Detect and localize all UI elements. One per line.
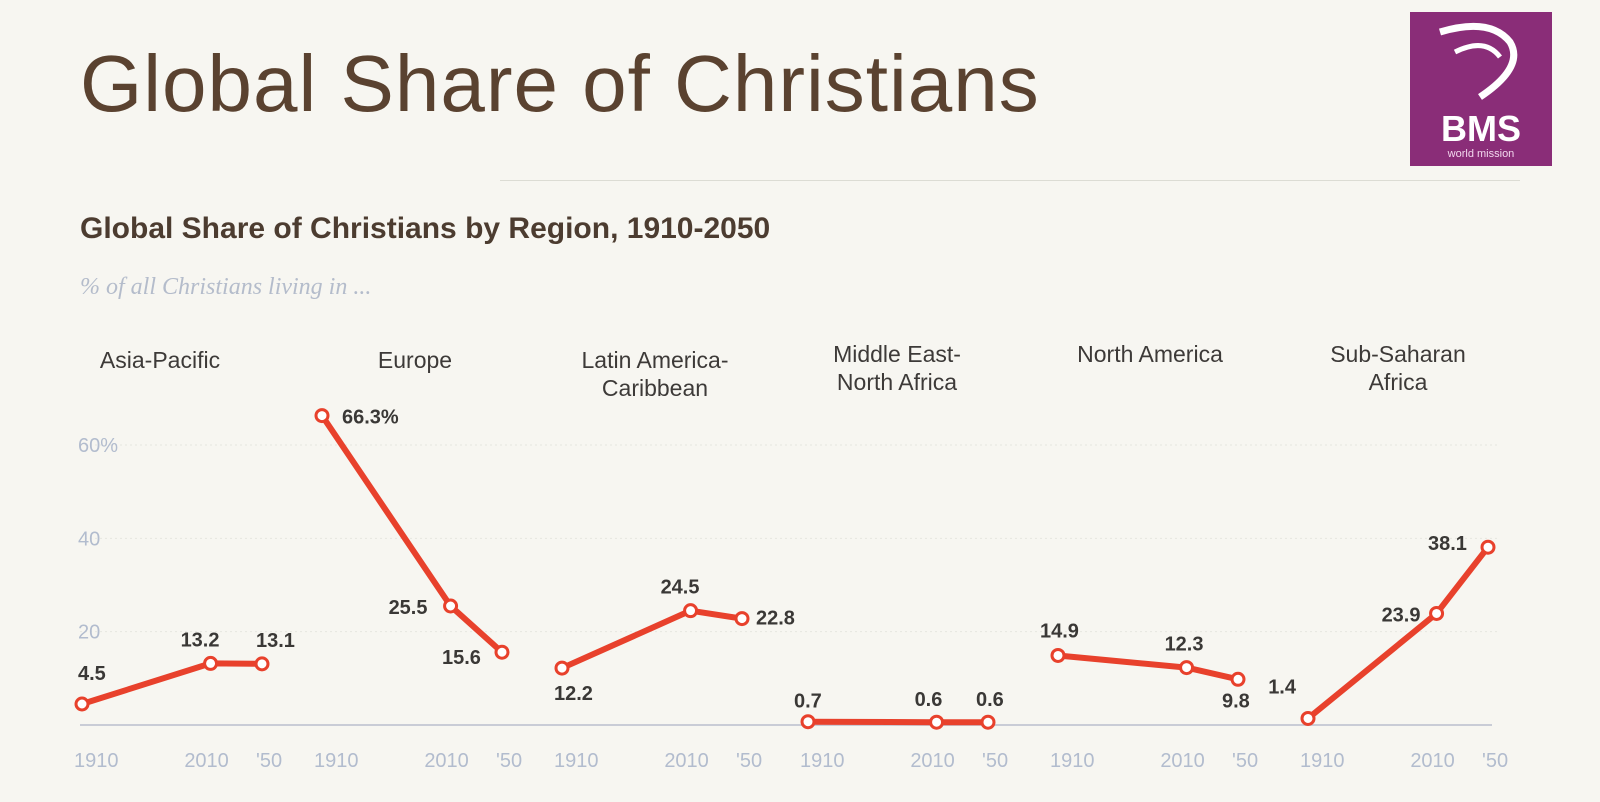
x-tick-label: '50 — [736, 750, 762, 772]
data-label: 12.3 — [1165, 634, 1204, 656]
logo-subtext: world mission — [1447, 148, 1515, 160]
panel-label: Europe — [378, 347, 452, 373]
data-point — [683, 603, 699, 619]
logo-swoosh-icon — [1438, 22, 1518, 100]
data-point — [1050, 647, 1066, 663]
series-group: 1.4 23.9 38.1 — [1268, 533, 1496, 726]
series-line — [1055, 652, 1241, 683]
data-label: 12.2 — [554, 683, 593, 705]
data-point — [254, 656, 270, 672]
x-tick-label: 2010 — [1410, 750, 1455, 772]
x-tick-label: 1910 — [1300, 750, 1345, 772]
data-label: 66.3% — [342, 407, 399, 429]
x-tick-label: '50 — [496, 750, 522, 772]
data-label: 13.2 — [181, 629, 220, 651]
series-group: 66.3% 25.5 15.6 — [314, 407, 510, 669]
axis-layer: 60% 40 20 1910 2010 '50 1910 2010 '50 1910 2010 '50… — [74, 435, 1508, 772]
data-point — [1429, 605, 1445, 621]
y-tick-label: 20 — [78, 622, 100, 644]
panel-label: North Africa — [837, 369, 957, 395]
series-group: 4.5 13.2 13.1 — [74, 629, 295, 712]
series-line — [559, 607, 745, 672]
panel-label: Africa — [1369, 369, 1428, 395]
series-layer: 4.513.2 13.166.3%25.515.612.224.522.80.7 0… — [74, 407, 1496, 730]
x-tick-label: 1910 — [314, 750, 359, 772]
x-tick-label: 2010 — [424, 750, 469, 772]
panel-label: Latin America- — [581, 347, 728, 373]
data-point — [1230, 671, 1246, 687]
series-line — [1305, 544, 1491, 722]
data-label: 9.8 — [1222, 690, 1250, 712]
data-label: 1.4 — [1268, 676, 1297, 698]
series-group: 14.9 12.3 9.8 — [1040, 620, 1250, 712]
data-label: 13.1 — [256, 630, 295, 652]
data-point — [1179, 660, 1195, 676]
panel-label: Sub-Saharan — [1330, 341, 1466, 367]
data-label: 24.5 — [661, 577, 700, 599]
panel-label: Caribbean — [602, 375, 708, 401]
x-tick-label: 1910 — [800, 750, 845, 772]
data-label: 0.6 — [976, 689, 1004, 711]
data-point — [980, 714, 996, 730]
data-point — [443, 598, 459, 614]
data-point — [1300, 710, 1316, 726]
x-tick-label: 2010 — [184, 750, 229, 772]
series-line — [79, 660, 265, 707]
x-tick-label: '50 — [1482, 750, 1508, 772]
chart-title: Global Share of Christians by Region, 19… — [80, 212, 771, 245]
grid-layer — [80, 444, 1500, 633]
x-tick-label: 2010 — [910, 750, 955, 772]
data-point — [203, 655, 219, 671]
data-point — [929, 714, 945, 730]
data-label: 0.7 — [794, 691, 822, 713]
x-tick-label: 2010 — [1160, 750, 1205, 772]
data-point — [1480, 539, 1496, 555]
data-label: 4.5 — [78, 663, 106, 685]
logo-text: BMS — [1441, 108, 1521, 149]
x-tick-label: '50 — [256, 750, 282, 772]
data-point — [74, 696, 90, 712]
series-group: 0.7 0.6 0.6 — [794, 689, 1004, 730]
bms-logo: BMS world mission — [1410, 12, 1552, 166]
panel-label: Asia-Pacific — [100, 347, 220, 373]
x-tick-label: 1910 — [1050, 750, 1095, 772]
data-point — [554, 660, 570, 676]
panel-label-layer: Asia-Pacific Europe Latin America-Caribbea… — [100, 341, 1466, 401]
data-label: 38.1 — [1428, 533, 1467, 555]
y-tick-label: 60% — [78, 435, 118, 457]
data-label: 23.9 — [1382, 604, 1421, 626]
panel-label: North America — [1077, 341, 1223, 367]
data-label: 15.6 — [442, 647, 481, 669]
x-tick-label: 1910 — [74, 750, 119, 772]
y-tick-label: 40 — [78, 528, 100, 550]
x-tick-label: '50 — [1232, 750, 1258, 772]
data-label: 22.8 — [756, 608, 795, 630]
slide-title: Global Share of Christians — [80, 39, 1040, 128]
data-point — [494, 644, 510, 660]
data-point — [800, 714, 816, 730]
data-point — [734, 611, 750, 627]
data-label: 14.9 — [1040, 620, 1079, 642]
data-label: 0.6 — [915, 689, 943, 711]
title-divider — [500, 180, 1520, 181]
panel-label: Middle East- — [833, 341, 961, 367]
series-group: 12.2 24.5 22.8 — [554, 577, 795, 705]
data-label: 25.5 — [389, 597, 428, 619]
x-tick-label: 2010 — [664, 750, 709, 772]
x-tick-label: '50 — [982, 750, 1008, 772]
chart-subtitle: % of all Christians living in ... — [80, 274, 372, 300]
data-point — [314, 408, 330, 424]
x-tick-label: 1910 — [554, 750, 599, 772]
